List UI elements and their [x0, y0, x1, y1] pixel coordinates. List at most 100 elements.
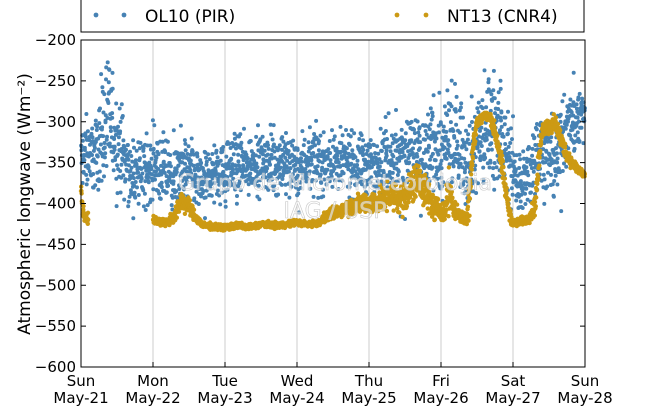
ol10-point — [527, 146, 532, 151]
ol10-point — [375, 144, 380, 149]
ol10-point — [336, 187, 341, 191]
ol10-point — [307, 125, 312, 130]
data-points — [78, 60, 587, 233]
ol10-point — [281, 171, 286, 175]
ol10-point — [402, 154, 407, 159]
ol10-point — [385, 185, 390, 190]
ol10-point — [376, 151, 381, 156]
ol10-point — [409, 138, 414, 143]
ol10-point — [510, 192, 515, 197]
ol10-point — [463, 160, 468, 165]
ol10-point — [175, 195, 180, 200]
nt13-point — [432, 217, 437, 222]
ol10-point — [119, 102, 124, 107]
nt13-point — [423, 176, 429, 182]
ol10-point — [116, 142, 121, 147]
ol10-point — [272, 142, 276, 147]
ol10-point — [95, 154, 100, 159]
ol10-point — [116, 135, 121, 140]
ol10-point — [554, 146, 558, 151]
ol10-point — [208, 185, 213, 190]
ol10-point — [288, 166, 293, 171]
ol10-point — [157, 191, 162, 196]
ol10-point — [498, 128, 502, 133]
ol10-point — [204, 162, 209, 167]
ol10-point — [118, 190, 123, 195]
ol10-point — [391, 154, 396, 159]
nt13-point — [562, 145, 568, 150]
ol10-point — [266, 143, 270, 148]
ol10-point — [118, 119, 123, 124]
ol10-point — [284, 131, 288, 135]
ol10-point — [389, 133, 394, 138]
ol10-point — [237, 164, 242, 168]
ol10-point — [486, 148, 491, 153]
ol10-point — [393, 132, 398, 137]
ol10-point — [115, 191, 120, 196]
ol10-point — [283, 182, 288, 187]
ol10-point — [350, 148, 355, 153]
legend-label-2: NT13 (CNR4) — [447, 7, 558, 27]
ol10-point — [183, 148, 188, 153]
ol10-point — [237, 178, 242, 183]
y-tick-label: −350 — [35, 154, 76, 172]
ol10-point — [103, 151, 108, 156]
ol10-point — [384, 148, 389, 153]
ol10-point — [540, 155, 545, 160]
ol10-point — [105, 134, 109, 139]
ol10-point — [549, 157, 554, 162]
ol10-point — [125, 143, 130, 147]
ol10-point — [435, 176, 440, 181]
ol10-point — [263, 175, 268, 180]
ol10-point — [466, 132, 471, 137]
ol10-point — [143, 208, 148, 212]
ol10-point — [107, 141, 112, 146]
ol10-point — [498, 78, 503, 83]
nt13-point — [377, 190, 382, 195]
ol10-point — [90, 126, 95, 131]
nt13-point — [187, 198, 193, 203]
ol10-point — [324, 182, 329, 187]
ol10-point — [89, 131, 94, 136]
ol10-point — [194, 180, 199, 185]
ol10-point — [284, 192, 288, 197]
ol10-point — [204, 155, 208, 160]
nt13-point — [182, 211, 188, 216]
ol10-point — [454, 122, 459, 127]
ol10-point — [430, 110, 435, 115]
ol10-point — [182, 138, 187, 143]
ol10-point — [104, 164, 109, 168]
ol10-point — [280, 177, 285, 181]
ol10-point — [436, 130, 441, 135]
ol10-point — [427, 145, 431, 150]
ol10-point — [255, 165, 260, 170]
ol10-point — [491, 88, 496, 93]
x-tick-day-label: Wed — [281, 372, 314, 390]
ol10-point — [191, 152, 196, 157]
nt13-point — [558, 128, 563, 133]
ol10-point — [115, 163, 120, 168]
ol10-point — [270, 177, 275, 181]
ol10-point — [525, 197, 530, 202]
ol10-point — [132, 145, 136, 150]
ol10-point — [575, 115, 580, 120]
ol10-point — [340, 133, 345, 138]
ol10-point — [271, 123, 276, 128]
ol10-point — [478, 128, 482, 133]
ol10-point — [429, 137, 433, 141]
ol10-point — [132, 190, 137, 195]
ol10-point — [262, 148, 267, 153]
ol10-point — [236, 152, 241, 157]
nt13-point — [385, 179, 390, 184]
ol10-point — [176, 163, 181, 168]
ol10-point — [192, 196, 197, 201]
ol10-point — [279, 182, 284, 187]
ol10-point — [475, 106, 480, 111]
ol10-point — [101, 163, 106, 168]
ol10-point — [166, 183, 171, 188]
ol10-point — [199, 160, 204, 165]
ol10-point — [291, 138, 296, 143]
ol10-point — [184, 179, 189, 184]
ol10-point — [93, 183, 98, 188]
ol10-point — [523, 202, 528, 206]
